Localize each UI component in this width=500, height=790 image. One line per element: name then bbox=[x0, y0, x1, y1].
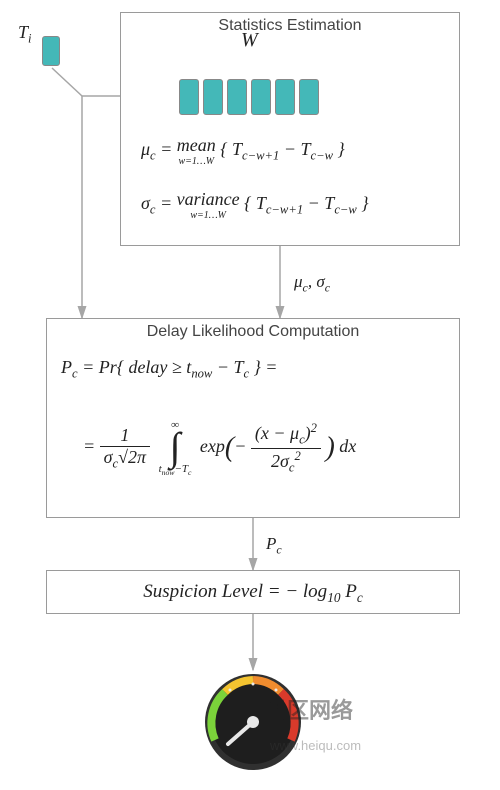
buffer-cell-1 bbox=[203, 79, 223, 115]
buffer-cell-3 bbox=[251, 79, 271, 115]
buffer-cell-4 bbox=[275, 79, 295, 115]
edge-label-pc: Pc bbox=[266, 534, 282, 557]
sigma-formula: σc = variance w=1…W { Tc−w+1 − Tc−w } bbox=[141, 189, 369, 221]
mu-formula: μc = mean w=1…W { Tc−w+1 − Tc−w } bbox=[141, 135, 345, 167]
buffer-cell-0 bbox=[179, 79, 199, 115]
suspicion-box: Suspicion Level = − log10 Pc bbox=[46, 570, 460, 614]
edge-label-mu-sigma: μc, σc bbox=[294, 272, 330, 295]
delay-box: Delay Likelihood Computation Pc = Pr{ de… bbox=[46, 318, 460, 518]
arrow-ti-to-split bbox=[52, 68, 82, 96]
gauge-icon bbox=[205, 674, 301, 770]
stats-title: Statistics Estimation bbox=[121, 17, 459, 35]
pc-integral: = 1 σc√2π ∞ ∫ tnow−Tc exp(− (x − μc)2 2σ… bbox=[83, 419, 356, 477]
input-packet bbox=[42, 36, 60, 66]
input-label: Ti bbox=[18, 22, 32, 47]
delay-title: Delay Likelihood Computation bbox=[47, 323, 459, 341]
buffer-cell-2 bbox=[227, 79, 247, 115]
stats-box: Statistics Estimation W μc = mean w=1…W … bbox=[120, 12, 460, 246]
pc-line1: Pc = Pr{ delay ≥ tnow − Tc } = bbox=[61, 357, 277, 382]
w-label: W bbox=[241, 29, 258, 52]
suspicion-formula: Suspicion Level = − log10 Pc bbox=[47, 571, 459, 619]
buffer-cell-5 bbox=[299, 79, 319, 115]
